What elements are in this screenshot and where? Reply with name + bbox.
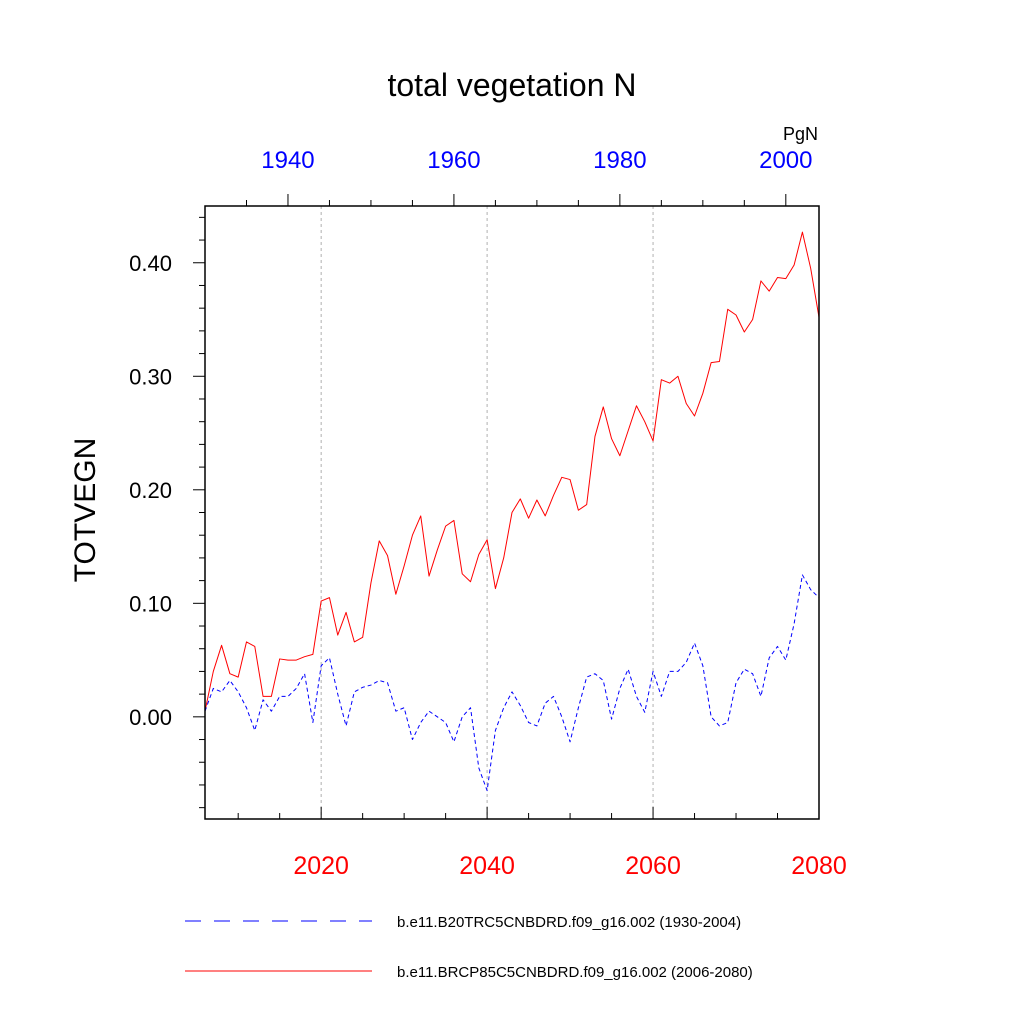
y-tick-label: 0.20 bbox=[129, 478, 172, 503]
gridlines bbox=[320, 206, 654, 819]
y-axis-label: TOTVEGN bbox=[69, 438, 102, 582]
y-tick-label: 0.10 bbox=[129, 591, 172, 616]
y-tick-label: 0.00 bbox=[129, 705, 172, 730]
top-tick-label: 1960 bbox=[427, 147, 480, 174]
legend-label-historical: b.e11.B20TRC5CNBDRD.f09_g16.002 (1930-20… bbox=[397, 914, 741, 931]
axis-ticks bbox=[193, 194, 820, 819]
bottom-tick-label: 2020 bbox=[293, 852, 349, 880]
y-tick-label: 0.30 bbox=[129, 364, 172, 389]
top-tick-label: 1940 bbox=[261, 147, 314, 174]
axis-tick-labels: 0.00 0.10 0.20 0.30 0.40 2020 2040 2060 2080 1940… bbox=[129, 147, 847, 880]
legend-label-rcp85: b.e11.BRCP85C5CNBDRD.f09_g16.002 (2006-2… bbox=[397, 964, 753, 981]
chart-title: total vegetation N bbox=[387, 67, 636, 103]
units-label: PgN bbox=[783, 124, 818, 144]
top-tick-label: 2000 bbox=[759, 147, 812, 174]
bottom-tick-label: 2080 bbox=[791, 852, 847, 880]
data-series bbox=[204, 231, 820, 792]
legend: b.e11.B20TRC5CNBDRD.f09_g16.002 (1930-20… bbox=[185, 914, 753, 981]
bottom-tick-label: 2060 bbox=[625, 852, 681, 880]
series-line-rcp85 bbox=[204, 231, 820, 712]
top-tick-label: 1980 bbox=[593, 147, 646, 174]
y-tick-label: 0.40 bbox=[129, 251, 172, 276]
series-line-historical bbox=[204, 574, 820, 792]
bottom-tick-label: 2040 bbox=[459, 852, 515, 880]
